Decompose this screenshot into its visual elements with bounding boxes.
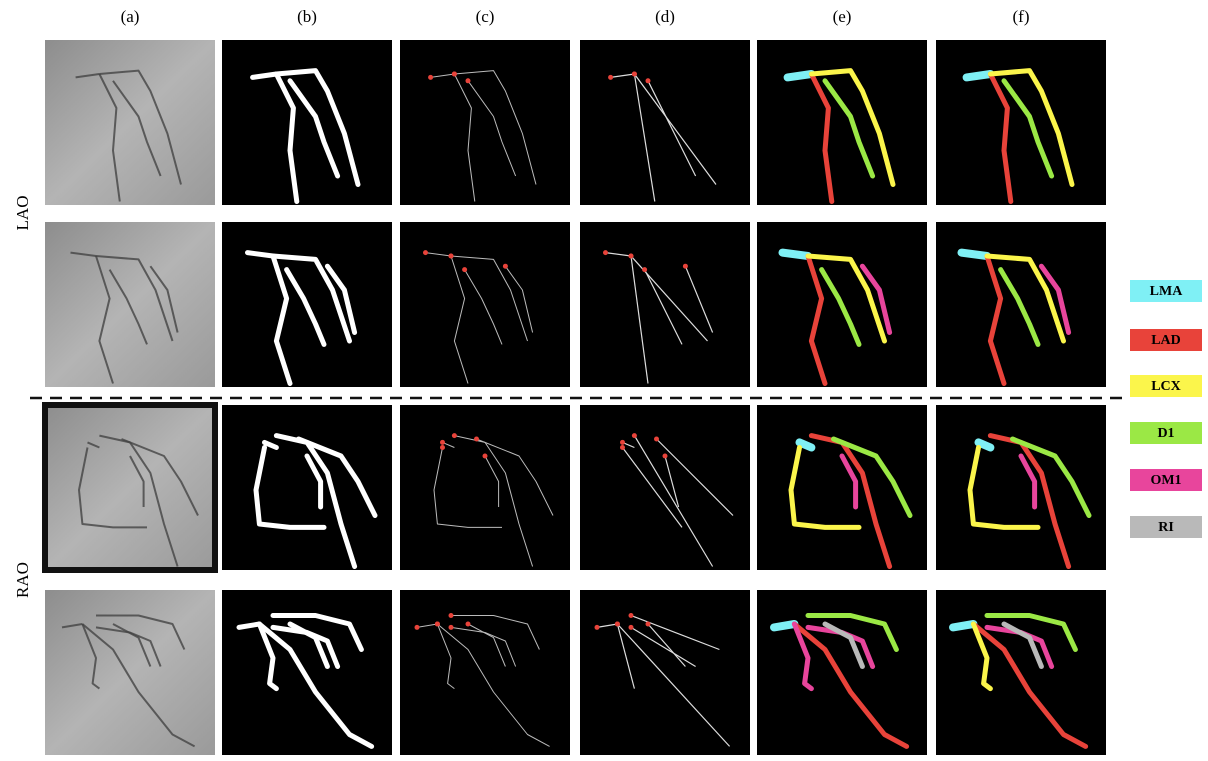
angiogram-panel (45, 405, 215, 570)
junction-point (415, 625, 420, 630)
image-panel (222, 405, 392, 570)
row-label: RAO (13, 562, 32, 598)
graph-node (632, 72, 637, 77)
labeled-segment (967, 74, 991, 77)
graph-node (629, 625, 634, 630)
row-label: LAO (13, 196, 32, 231)
graph-node (620, 445, 625, 450)
image-panel (400, 222, 570, 387)
junction-point (466, 78, 471, 83)
image-panel (757, 40, 927, 205)
graph-node (603, 250, 608, 255)
junction-point (452, 72, 457, 77)
graph-node (683, 264, 688, 269)
graph-node (654, 437, 659, 442)
junction-point (449, 613, 454, 618)
column-label: (e) (833, 7, 852, 26)
junction-point (449, 625, 454, 630)
legend-label: RI (1158, 520, 1174, 535)
graph-node (608, 75, 613, 80)
junction-point (452, 433, 457, 438)
junction-point (474, 437, 479, 442)
column-label: (a) (121, 7, 140, 26)
legend-label: LAD (1151, 333, 1181, 348)
legend-label: LMA (1150, 284, 1184, 299)
image-panel (222, 40, 392, 205)
graph-node (663, 454, 668, 459)
image-panel (400, 405, 570, 570)
vessel-mask (248, 253, 274, 256)
legend-label: D1 (1157, 426, 1174, 441)
junction-point (440, 440, 445, 445)
image-panel (936, 40, 1106, 205)
junction-point (423, 250, 428, 255)
graph-node (646, 78, 651, 83)
graph-node (629, 254, 634, 259)
column-label: (c) (476, 7, 495, 26)
vessel-mask (253, 74, 277, 77)
figure: LAO RAO (a) (b) (c) (d) (e) (f) LMA LAD LCX D1 OM1… (0, 0, 1208, 756)
image-panel (936, 405, 1106, 570)
legend-label: OM1 (1150, 473, 1181, 488)
junction-point (466, 622, 471, 627)
junction-point (483, 454, 488, 459)
junction-point (449, 254, 454, 259)
image-panel (400, 590, 570, 755)
junction-point (435, 622, 440, 627)
image-panel (580, 222, 750, 387)
image-panel (757, 405, 927, 570)
junction-point (428, 75, 433, 80)
junction-point (440, 445, 445, 450)
junction-point (462, 267, 467, 272)
graph-node (629, 613, 634, 618)
graph-node (620, 440, 625, 445)
column-label: (d) (655, 7, 675, 26)
image-panel (580, 40, 750, 205)
vessel-mask (239, 624, 259, 627)
graph-node (615, 622, 620, 627)
graph-node (646, 622, 651, 627)
labeled-segment (783, 253, 809, 256)
labeled-segment (788, 74, 812, 77)
labeled-segment (953, 624, 973, 627)
legend-label: LCX (1151, 379, 1181, 394)
image-panel (580, 590, 750, 755)
labeled-segment (774, 624, 794, 627)
junction-point (503, 264, 508, 269)
graph-node (595, 625, 600, 630)
labeled-segment (962, 253, 988, 256)
column-label: (f) (1013, 7, 1030, 26)
graph-node (642, 267, 647, 272)
graph-node (632, 433, 637, 438)
image-panel (400, 40, 570, 205)
column-label: (b) (297, 7, 317, 26)
angiogram-panel (45, 40, 215, 205)
